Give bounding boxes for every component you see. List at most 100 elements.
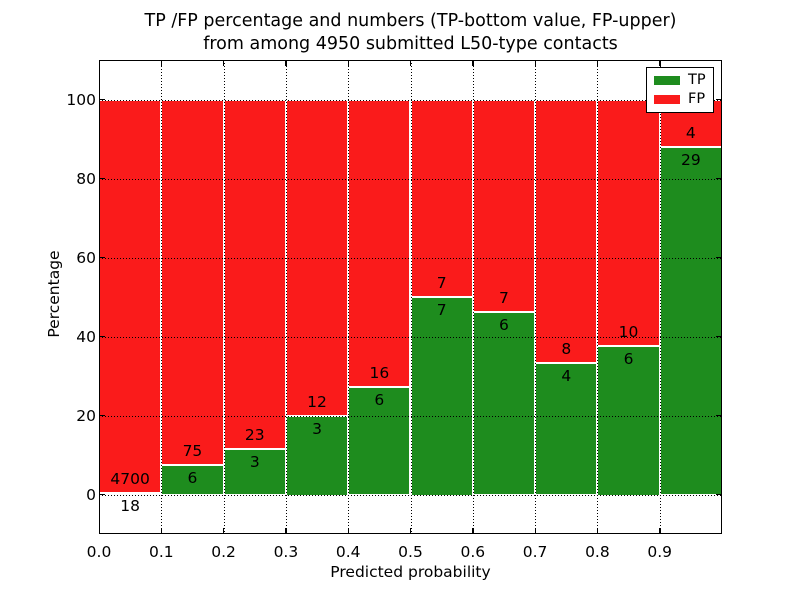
bar-segment-tp-5 [410, 297, 473, 495]
chart-title-line-2: from among 4950 submitted L50-type conta… [203, 34, 618, 54]
bar-label-fp-3: 12 [307, 392, 327, 411]
gridline-v-0.1 [161, 60, 163, 534]
x-tick-label-0.6: 0.6 [460, 543, 486, 561]
legend-entry-fp: FP [654, 90, 713, 107]
x-tick-top-0.8 [596, 60, 599, 66]
legend-entry-tp: TP [654, 73, 713, 88]
y-tick-label-80: 80 [76, 169, 96, 188]
bar-label-tp-6: 6 [499, 316, 509, 335]
x-tick-label-0.8: 0.8 [585, 543, 610, 561]
gridline-v-0.2 [223, 60, 225, 534]
bar-segment-fp-4 [348, 99, 411, 387]
y-tick-label-40: 40 [76, 327, 96, 346]
axes-border [99, 60, 722, 534]
y-tick-right-100 [716, 99, 722, 101]
y-tick-right-0 [716, 494, 722, 496]
gridline-v-0.9 [659, 60, 661, 534]
gridline-v-0.3 [285, 60, 287, 534]
x-tick-top-0.5 [410, 60, 412, 66]
tp-legend-label: TP [688, 72, 706, 89]
x-tick-bottom-0.6 [472, 528, 474, 534]
bar-segment-fp-6 [472, 99, 536, 313]
x-tick-top-0.3 [285, 60, 287, 66]
x-tick-top-0.2 [223, 60, 225, 66]
x-tick-bottom-0.2 [223, 528, 225, 534]
bar-label-fp-8: 10 [618, 323, 639, 342]
gridline-v-0.7 [535, 60, 537, 534]
bar-label-tp-1: 6 [187, 469, 198, 488]
bar-label-tp-2: 3 [249, 452, 260, 471]
x-tick-top-0.6 [472, 60, 474, 66]
bar-label-fp-1: 75 [182, 442, 203, 461]
y-tick-label-100: 100 [66, 90, 96, 109]
chart-title: TP /FP percentage and numbers (TP-bottom… [99, 10, 722, 56]
x-tick-bottom-0.4 [347, 528, 350, 534]
bar-label-tp-8: 6 [623, 350, 634, 369]
x-tick-label-0.5: 0.5 [398, 543, 423, 561]
bar-label-fp-5: 7 [436, 274, 447, 292]
x-tick-bottom-0.3 [285, 528, 287, 534]
x-tick-bottom-0.9 [659, 528, 661, 534]
y-tick-left-60 [99, 257, 105, 259]
x-tick-bottom-0.7 [534, 528, 536, 534]
bar-label-tp-7: 4 [561, 366, 572, 385]
y-tick-right-40 [716, 336, 722, 338]
x-tick-top-0.1 [160, 60, 163, 66]
gridline-v-0.6 [472, 60, 474, 534]
bar-label-tp-3: 3 [312, 419, 322, 438]
y-tick-right-20 [716, 415, 722, 417]
gridline-v-0.8 [597, 60, 599, 534]
y-tick-label-60: 60 [76, 248, 96, 267]
y-axis-label: Percentage [45, 250, 63, 338]
y-tick-left-20 [99, 415, 105, 417]
y-tick-right-60 [716, 257, 722, 259]
x-tick-label-0.3: 0.3 [273, 543, 299, 561]
bar-segment-fp-7 [535, 99, 598, 363]
x-tick-label-0: 0.0 [86, 543, 112, 561]
fp-legend-label: FP [688, 90, 706, 107]
bar-label-fp-0: 4700 [110, 469, 150, 488]
x-tick-label-0.7: 0.7 [522, 543, 548, 561]
bar-segment-fp-2 [223, 99, 286, 449]
y-tick-left-40 [99, 336, 105, 338]
bar-label-fp-7: 8 [561, 339, 572, 358]
x-tick-top-0 [98, 60, 100, 66]
x-tick-bottom-0.8 [596, 528, 599, 534]
bar-segment-fp-5 [410, 99, 473, 297]
gridline-v-0.4 [348, 60, 350, 534]
fp-legend-swatch [654, 94, 680, 104]
x-tick-top-0.7 [534, 60, 536, 66]
bar-label-fp-6: 7 [499, 289, 509, 308]
x-tick-label-0.9: 0.9 [647, 543, 673, 561]
bar-label-fp-9: 4 [685, 124, 696, 143]
x-tick-label-0.4: 0.4 [335, 543, 361, 561]
chart-title-line-1: TP /FP percentage and numbers (TP-bottom… [144, 11, 677, 31]
bar-label-tp-4: 6 [374, 390, 385, 409]
y-tick-right-80 [716, 178, 722, 180]
x-axis-label: Predicted probability [330, 563, 491, 581]
y-tick-left-100 [99, 99, 105, 101]
y-tick-left-80 [99, 178, 105, 180]
x-tick-bottom-0.5 [410, 528, 412, 534]
gridline-v-0.5 [410, 60, 412, 534]
y-tick-label-0: 0 [86, 485, 96, 504]
legend: TP FP [646, 67, 714, 113]
x-tick-top-0.4 [347, 60, 350, 66]
x-tick-label-0.2: 0.2 [211, 543, 236, 561]
bar-segment-fp-1 [161, 99, 224, 466]
x-tick-bottom-0 [98, 528, 100, 534]
bar-segment-tp-8 [597, 346, 660, 495]
x-tick-label-0.1: 0.1 [148, 543, 174, 561]
y-tick-left-0 [99, 494, 105, 496]
bar-segment-tp-4 [348, 386, 411, 495]
x-tick-top-0.9 [659, 60, 661, 66]
tp-legend-swatch [654, 76, 680, 86]
x-tick-bottom-0.1 [160, 528, 163, 534]
bar-label-tp-5: 7 [436, 301, 447, 319]
bar-segment-fp-8 [597, 99, 660, 347]
bar-label-fp-2: 23 [244, 425, 265, 444]
bar-label-fp-4: 16 [369, 363, 390, 382]
bar-label-tp-0: 18 [120, 496, 140, 515]
y-tick-label-20: 20 [76, 406, 96, 425]
